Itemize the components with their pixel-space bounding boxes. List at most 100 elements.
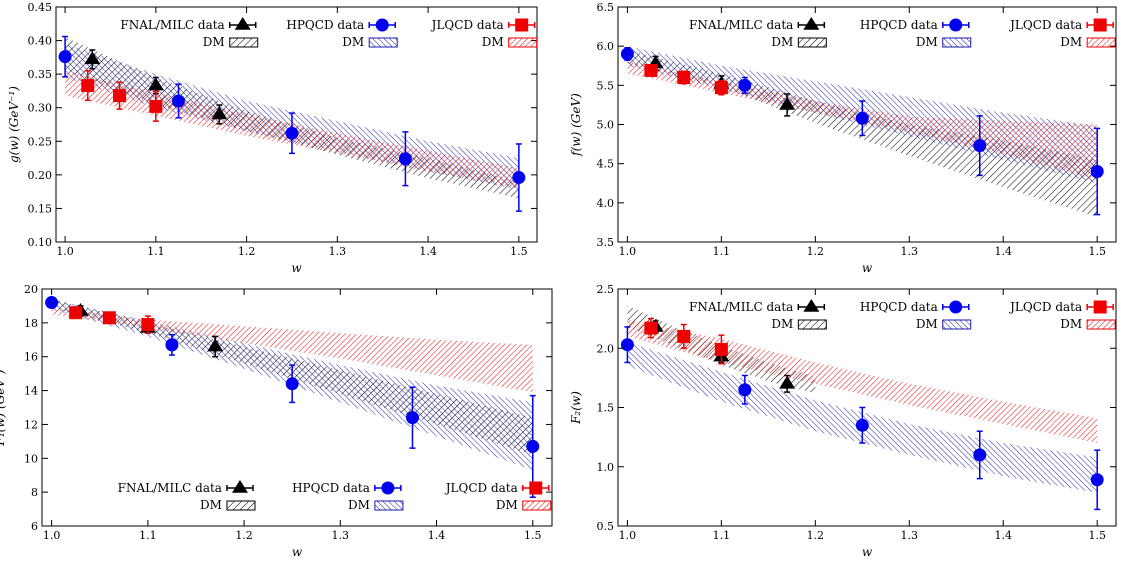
data-point	[1090, 473, 1104, 487]
legend-band-swatch	[374, 500, 404, 511]
y-tick-label: 14	[24, 385, 38, 398]
legend-band-swatch	[508, 37, 538, 48]
legend: FNAL/MILC data DM HPQCD data DM JLQCD data DM	[689, 17, 1116, 49]
data-point	[714, 342, 728, 356]
x-tick-label: 1.5	[1088, 245, 1106, 258]
x-tick-label: 1.5	[524, 529, 542, 542]
data-point	[84, 51, 101, 65]
y-tick-label: 4.5	[597, 158, 615, 171]
x-tick-label: 1.2	[807, 529, 825, 542]
legend-label: JLQCD data	[430, 18, 504, 32]
y-tick-label: 0.40	[28, 35, 53, 48]
data-point	[738, 78, 752, 92]
data-point	[45, 296, 59, 310]
chart-panel-bottom-right: 1.0 1.1 1.2 1.3 1.4 1.5 0.5 1.0 1.5 2.0 2.5 w F₂(w) F…	[569, 283, 1117, 559]
data-point	[147, 77, 164, 91]
x-axis-label: w	[862, 545, 873, 559]
y-tick-label: 0.35	[28, 68, 53, 81]
y-tick-label: 1.5	[597, 402, 615, 415]
x-tick-label: 1.3	[332, 529, 350, 542]
series-square	[69, 306, 155, 334]
legend-band-swatch	[797, 37, 827, 48]
data-point	[526, 439, 540, 453]
data-point	[405, 411, 419, 425]
legend-band-swatch	[1086, 319, 1116, 330]
y-tick-label: 0.10	[28, 236, 53, 249]
data-point	[677, 71, 691, 84]
x-tick-label: 1.4	[994, 529, 1012, 542]
legend-marker	[234, 17, 251, 30]
data-point	[102, 311, 116, 325]
y-tick-label: 8	[31, 486, 38, 499]
legend-marker	[375, 18, 389, 32]
legend-band-label: DM	[771, 317, 793, 331]
data-point	[141, 318, 155, 332]
y-tick-label: 4.0	[597, 197, 615, 210]
x-axis-label: w	[862, 261, 873, 275]
data-point	[172, 94, 186, 108]
y-tick-label: 0.5	[597, 520, 615, 533]
chart-panel-bottom-left: 1.0 1.1 1.2 1.3 1.4 1.5 6 8 10 12 14 16 18 20 w F₁(w) (…	[0, 283, 553, 559]
data-point	[165, 338, 179, 352]
data-point	[113, 89, 127, 103]
data-point	[738, 383, 752, 397]
x-tick-label: 1.0	[43, 529, 61, 542]
legend: FNAL/MILC data DM HPQCD data DM JLQCD data DM	[118, 480, 552, 512]
x-tick-label: 1.2	[235, 529, 253, 542]
y-tick-label: 2.0	[597, 342, 615, 355]
y-tick-label: 18	[24, 317, 38, 330]
series-circle	[620, 326, 1104, 511]
x-tick-label: 1.0	[619, 529, 637, 542]
legend-label: FNAL/MILC data	[689, 18, 793, 32]
data-point	[644, 63, 658, 77]
x-axis-label: w	[292, 545, 303, 559]
legend-marker	[231, 480, 248, 493]
legend-label: FNAL/MILC data	[120, 18, 224, 32]
data-point	[512, 171, 526, 185]
legend-band-label: DM	[496, 498, 518, 512]
data-point	[285, 377, 299, 391]
x-tick-label: 1.1	[139, 529, 157, 542]
legend-label: FNAL/MILC data	[689, 300, 793, 314]
y-tick-label: 10	[24, 452, 38, 465]
legend-marker	[1093, 18, 1107, 32]
legend-band-label: DM	[771, 35, 793, 49]
legend-marker	[949, 300, 963, 314]
legend-label: JLQCD data	[1008, 18, 1082, 32]
data-point	[620, 47, 634, 61]
legend-marker	[515, 18, 529, 32]
y-tick-label: 12	[24, 418, 38, 431]
series-square	[644, 63, 728, 96]
legend-band-label: DM	[342, 35, 364, 49]
series-circle	[45, 296, 540, 498]
data-point	[714, 81, 728, 95]
legend-band-label: DM	[200, 498, 222, 512]
y-axis-label: f(w) (GeV)	[569, 93, 583, 157]
series-circle	[58, 35, 526, 212]
legend-marker	[949, 18, 963, 32]
y-tick-label: 5.0	[597, 119, 615, 132]
data-point	[973, 139, 987, 153]
x-tick-label: 1.2	[238, 245, 256, 258]
x-tick-label: 1.1	[147, 245, 165, 258]
y-tick-label: 3.5	[597, 236, 615, 249]
data-point	[620, 338, 634, 352]
legend-label: HPQCD data	[860, 300, 938, 314]
data-point	[211, 106, 228, 120]
legend-band-label: DM	[203, 35, 225, 49]
plot-frame	[41, 288, 553, 527]
data-point	[677, 329, 691, 343]
y-axis-label: F₂(w)	[569, 391, 583, 425]
x-tick-label: 1.5	[1088, 529, 1106, 542]
y-tick-label: 16	[24, 351, 38, 364]
x-axis-label: w	[291, 261, 302, 275]
legend-band-swatch	[368, 37, 398, 48]
plot-frame	[55, 6, 538, 243]
data-point	[81, 79, 95, 93]
plot-frame	[617, 288, 1117, 527]
chart-panel-top-right: 1.0 1.1 1.2 1.3 1.4 1.5 3.5 4.0 4.5 5.0 5.5 6.0 6.5 w…	[569, 1, 1117, 275]
legend-label: HPQCD data	[286, 18, 364, 32]
x-tick-label: 1.3	[901, 245, 919, 258]
dm-band-2	[627, 319, 1098, 444]
